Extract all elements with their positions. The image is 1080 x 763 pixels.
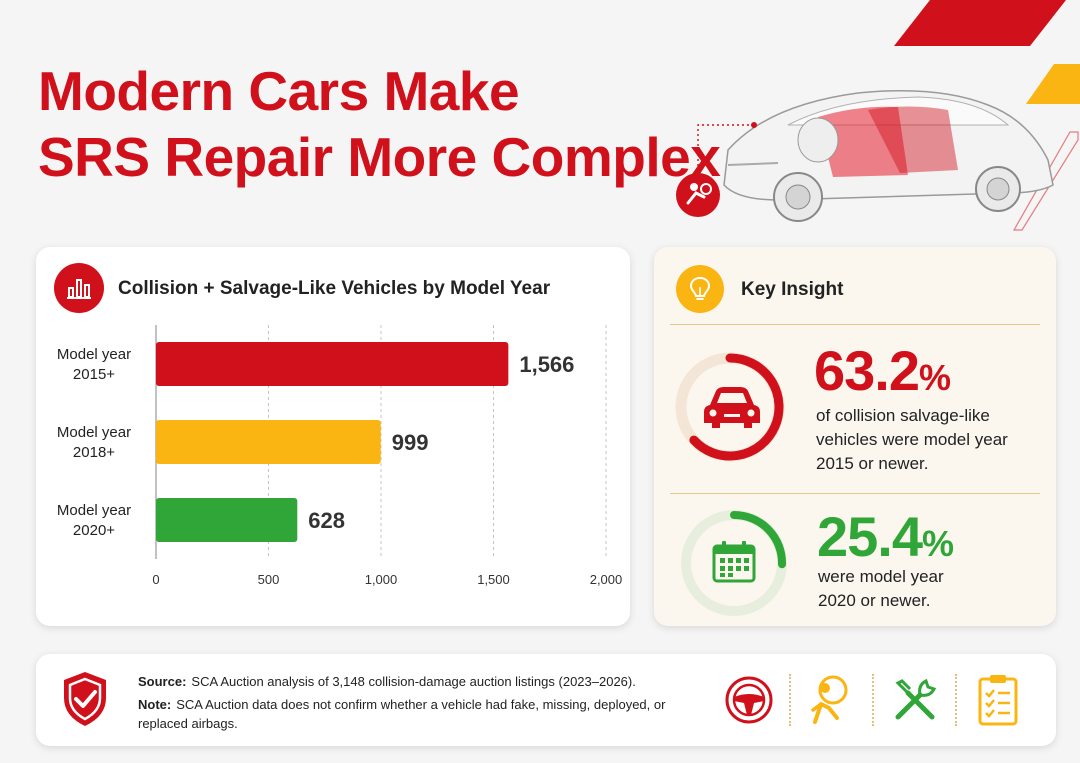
category-label: Model year 2018+ (57, 424, 131, 461)
insight-desc-line: were model year (818, 567, 944, 586)
insight-description-25: were model year 2020 or newer. (818, 565, 944, 613)
insight-percent-25: 25.4% (817, 507, 954, 574)
ring-progress-arc (689, 353, 784, 461)
note-label: Note: (138, 697, 172, 712)
bar-chart: 0 500 1,000 1,500 2,000 1,566 Model year 2015+ 9… (57, 325, 623, 587)
chart-title: Collision + Salvage-Like Vehicles by Mod… (118, 278, 551, 299)
footer-notes: Source: SCA Auction analysis of 3,148 col… (138, 672, 668, 733)
page-title: Modern Cars Make SRS Repair More Complex (38, 58, 721, 190)
car-airbag-illustration (676, 90, 1054, 222)
steering-wheel-icon (708, 668, 789, 732)
airbag-person-icon (791, 668, 872, 732)
insight-desc-line: 2015 or newer. (816, 454, 929, 473)
bar-chart-icon (54, 263, 104, 313)
note-text: SCA Auction data does not confirm whethe… (138, 697, 666, 731)
source-label: Source: (138, 674, 187, 689)
source-text: SCA Auction analysis of 3,148 collision-… (191, 674, 636, 689)
insight-percent-63: 63.2% (814, 341, 951, 408)
divider (670, 324, 1040, 325)
insight-value-63: 63.2 (814, 339, 920, 402)
key-insight-card: Key Insight 63.2% of collision salvage-l… (654, 247, 1056, 626)
insight-desc-line: of collision salvage-like (816, 406, 990, 425)
insight-description-63: of collision salvage-like vehicles were … (816, 404, 1008, 476)
x-tick-label: 500 (258, 572, 280, 587)
footer-icon-row (708, 668, 1038, 732)
footer-separator (955, 674, 957, 726)
category-label-line: 2018+ (73, 444, 115, 461)
bar-value-label: 1,566 (519, 352, 574, 377)
title-line-1: Modern Cars Make (38, 60, 520, 122)
x-tick-label: 1,000 (365, 572, 398, 587)
tools-icon (874, 668, 955, 732)
source-line: Source: SCA Auction analysis of 3,148 col… (138, 672, 668, 691)
title-line-2: SRS Repair More Complex (38, 126, 721, 188)
ring-progress-arc (730, 511, 786, 569)
category-label-line: Model year (57, 346, 131, 363)
category-label: Model year 2015+ (57, 346, 131, 383)
insight-desc-line: 2020 or newer. (818, 591, 931, 610)
insight-desc-line: vehicles were model year (816, 430, 1008, 449)
red-stripe-decoration (894, 0, 1066, 46)
x-tick-label: 1,500 (477, 572, 510, 587)
category-label-line: Model year (57, 424, 131, 441)
chart-card: Collision + Salvage-Like Vehicles by Mod… (36, 247, 630, 626)
x-tick-label: 0 (152, 572, 159, 587)
footer-separator (872, 674, 874, 726)
insight-value-25: 25.4 (817, 505, 923, 568)
x-tick-label: 2,000 (590, 572, 623, 587)
calendar-icon (712, 541, 756, 583)
progress-ring-25 (681, 510, 787, 616)
bar (156, 498, 298, 542)
progress-ring-63 (675, 352, 785, 462)
yellow-stripe-decoration (1026, 64, 1080, 104)
category-label-line: 2015+ (73, 366, 115, 383)
note-line: Note: SCA Auction data does not confirm w… (138, 695, 668, 733)
car-icon (704, 387, 760, 428)
bar-value-label: 628 (308, 508, 345, 533)
divider (670, 493, 1040, 494)
shield-check-icon (64, 672, 106, 726)
footer-card: Source: SCA Auction analysis of 3,148 col… (36, 654, 1056, 746)
bar-value-label: 999 (392, 430, 429, 455)
category-label-line: 2020+ (73, 522, 115, 539)
bar (156, 342, 509, 386)
checklist-icon (957, 668, 1038, 732)
category-label: Model year 2020+ (57, 502, 131, 539)
category-label-line: Model year (57, 502, 131, 519)
footer-separator (789, 674, 791, 726)
insight-unit-63: % (919, 357, 952, 398)
key-insight-title: Key Insight (741, 279, 844, 300)
bar (156, 420, 381, 464)
lightbulb-icon (676, 265, 724, 313)
insight-unit-25: % (922, 523, 955, 564)
